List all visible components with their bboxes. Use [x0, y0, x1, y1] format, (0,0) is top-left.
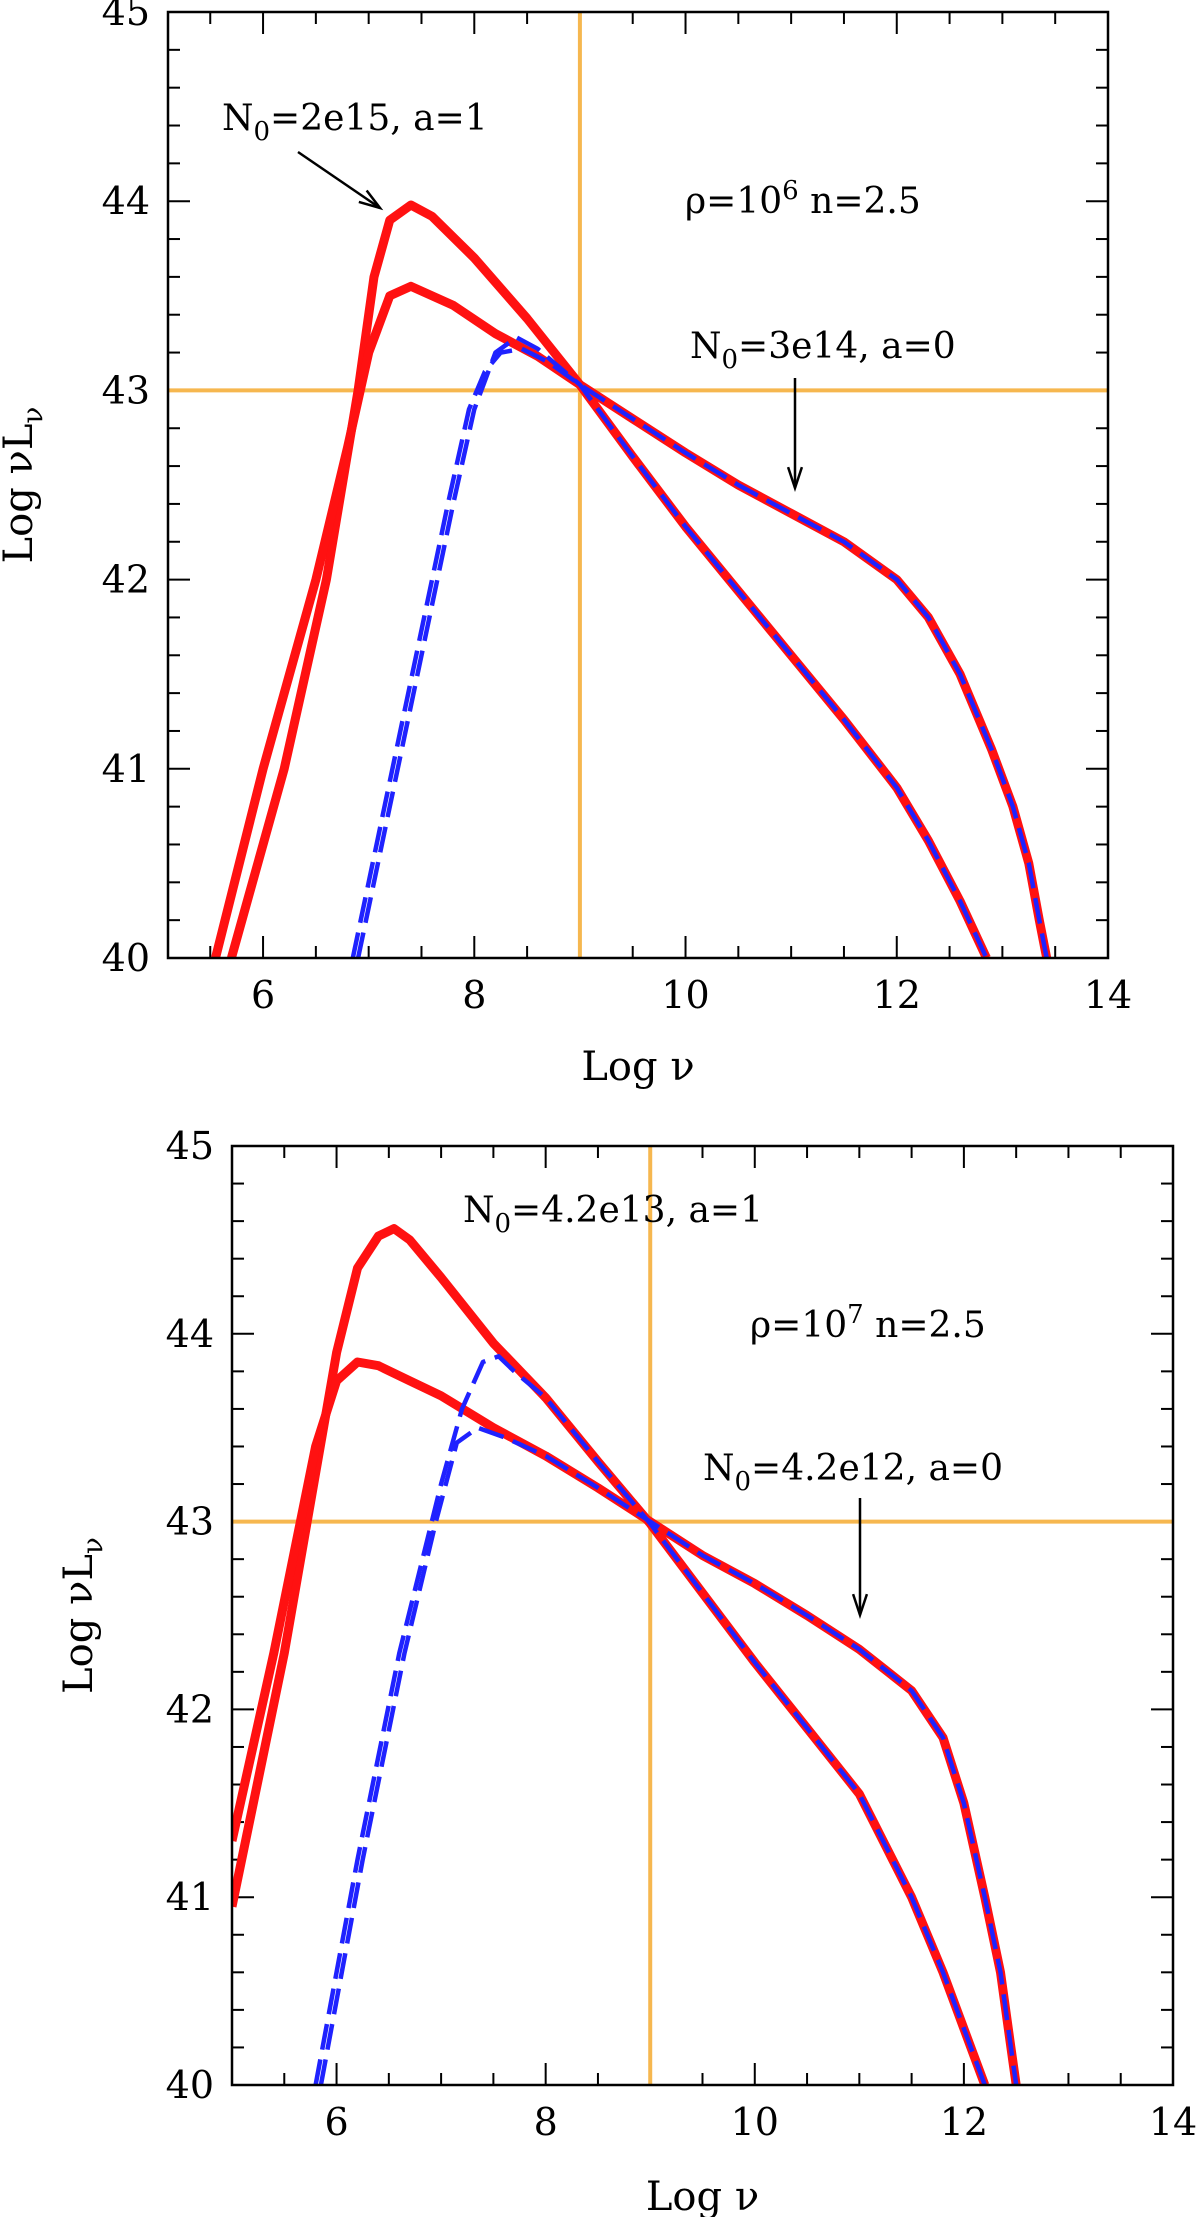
series-a-0-truncated — [318, 1425, 1019, 2085]
series-a-1-full — [227, 200, 991, 958]
y-tick-label: 40 — [102, 936, 150, 980]
y-tick-label: 45 — [102, 0, 150, 34]
y-axis-label: Log νLν — [0, 407, 49, 564]
y-tick-label: 41 — [166, 1875, 214, 1919]
arrow-label-a0 — [786, 378, 804, 492]
x-tick-label: 6 — [324, 2100, 348, 2144]
y-tick-label: 42 — [166, 1687, 214, 1731]
bottom-panel: 6 8 10 12 14 40 41 42 43 44 45 Log ν Log νLν N0=4.2e1… — [56, 1124, 1197, 2217]
x-axis-label: Log ν — [581, 1044, 694, 1090]
series-group — [211, 200, 1052, 958]
x-axis-label: Log ν — [646, 2174, 759, 2217]
top-panel: 6 8 10 12 14 40 41 42 43 44 45 Log ν Log νLν N0=2e15,… — [0, 0, 1132, 1090]
series-group — [232, 1224, 1021, 2085]
y-tick-label: 42 — [102, 558, 150, 602]
series-a-1-truncated — [355, 335, 989, 958]
y-tick-label: 40 — [166, 2063, 214, 2107]
plot-frame — [166, 10, 1110, 960]
x-tick-label: 12 — [940, 2100, 988, 2144]
x-tick-label: 10 — [731, 2100, 779, 2144]
x-tick-label: 10 — [661, 973, 709, 1017]
annotation-label-a0: N0=4.2e12, a=0 — [703, 1448, 1003, 1497]
y-tick-label: 41 — [102, 747, 150, 791]
series-a-0-truncated — [350, 346, 1049, 958]
series-a-1-truncated — [313, 1354, 987, 2085]
x-tick-label: 6 — [251, 973, 275, 1017]
y-tick-label: 43 — [102, 368, 150, 412]
arrow-label-a1 — [297, 150, 384, 211]
annotation-label-rho: ρ=106 n=2.5 — [685, 176, 921, 222]
x-tick-label: 14 — [1084, 973, 1132, 1017]
annotation-label-rho: ρ=107 n=2.5 — [750, 1300, 986, 1346]
y-tick-label: 44 — [166, 1312, 214, 1356]
y-tick-label: 43 — [166, 1500, 214, 1544]
plot-frame — [230, 1144, 1175, 2087]
annotation-label-a0: N0=3e14, a=0 — [690, 326, 956, 375]
y-tick-label: 45 — [166, 1124, 214, 1168]
x-tick-label: 8 — [462, 973, 486, 1017]
y-tick-label: 44 — [102, 179, 150, 223]
axis-ticks — [168, 11, 1109, 959]
annotation-label-a1: N0=4.2e13, a=1 — [463, 1190, 763, 1239]
x-tick-label: 14 — [1149, 2100, 1197, 2144]
arrow-label-a0 — [851, 1498, 869, 1619]
y-axis-label: Log νLν — [56, 1537, 109, 1694]
axis-ticks — [231, 1145, 1174, 2086]
x-tick-label: 12 — [873, 973, 921, 1017]
x-tick-label: 8 — [534, 2100, 558, 2144]
series-a-0-full — [211, 281, 1052, 958]
annotation-label-a1: N0=2e15, a=1 — [222, 98, 488, 147]
